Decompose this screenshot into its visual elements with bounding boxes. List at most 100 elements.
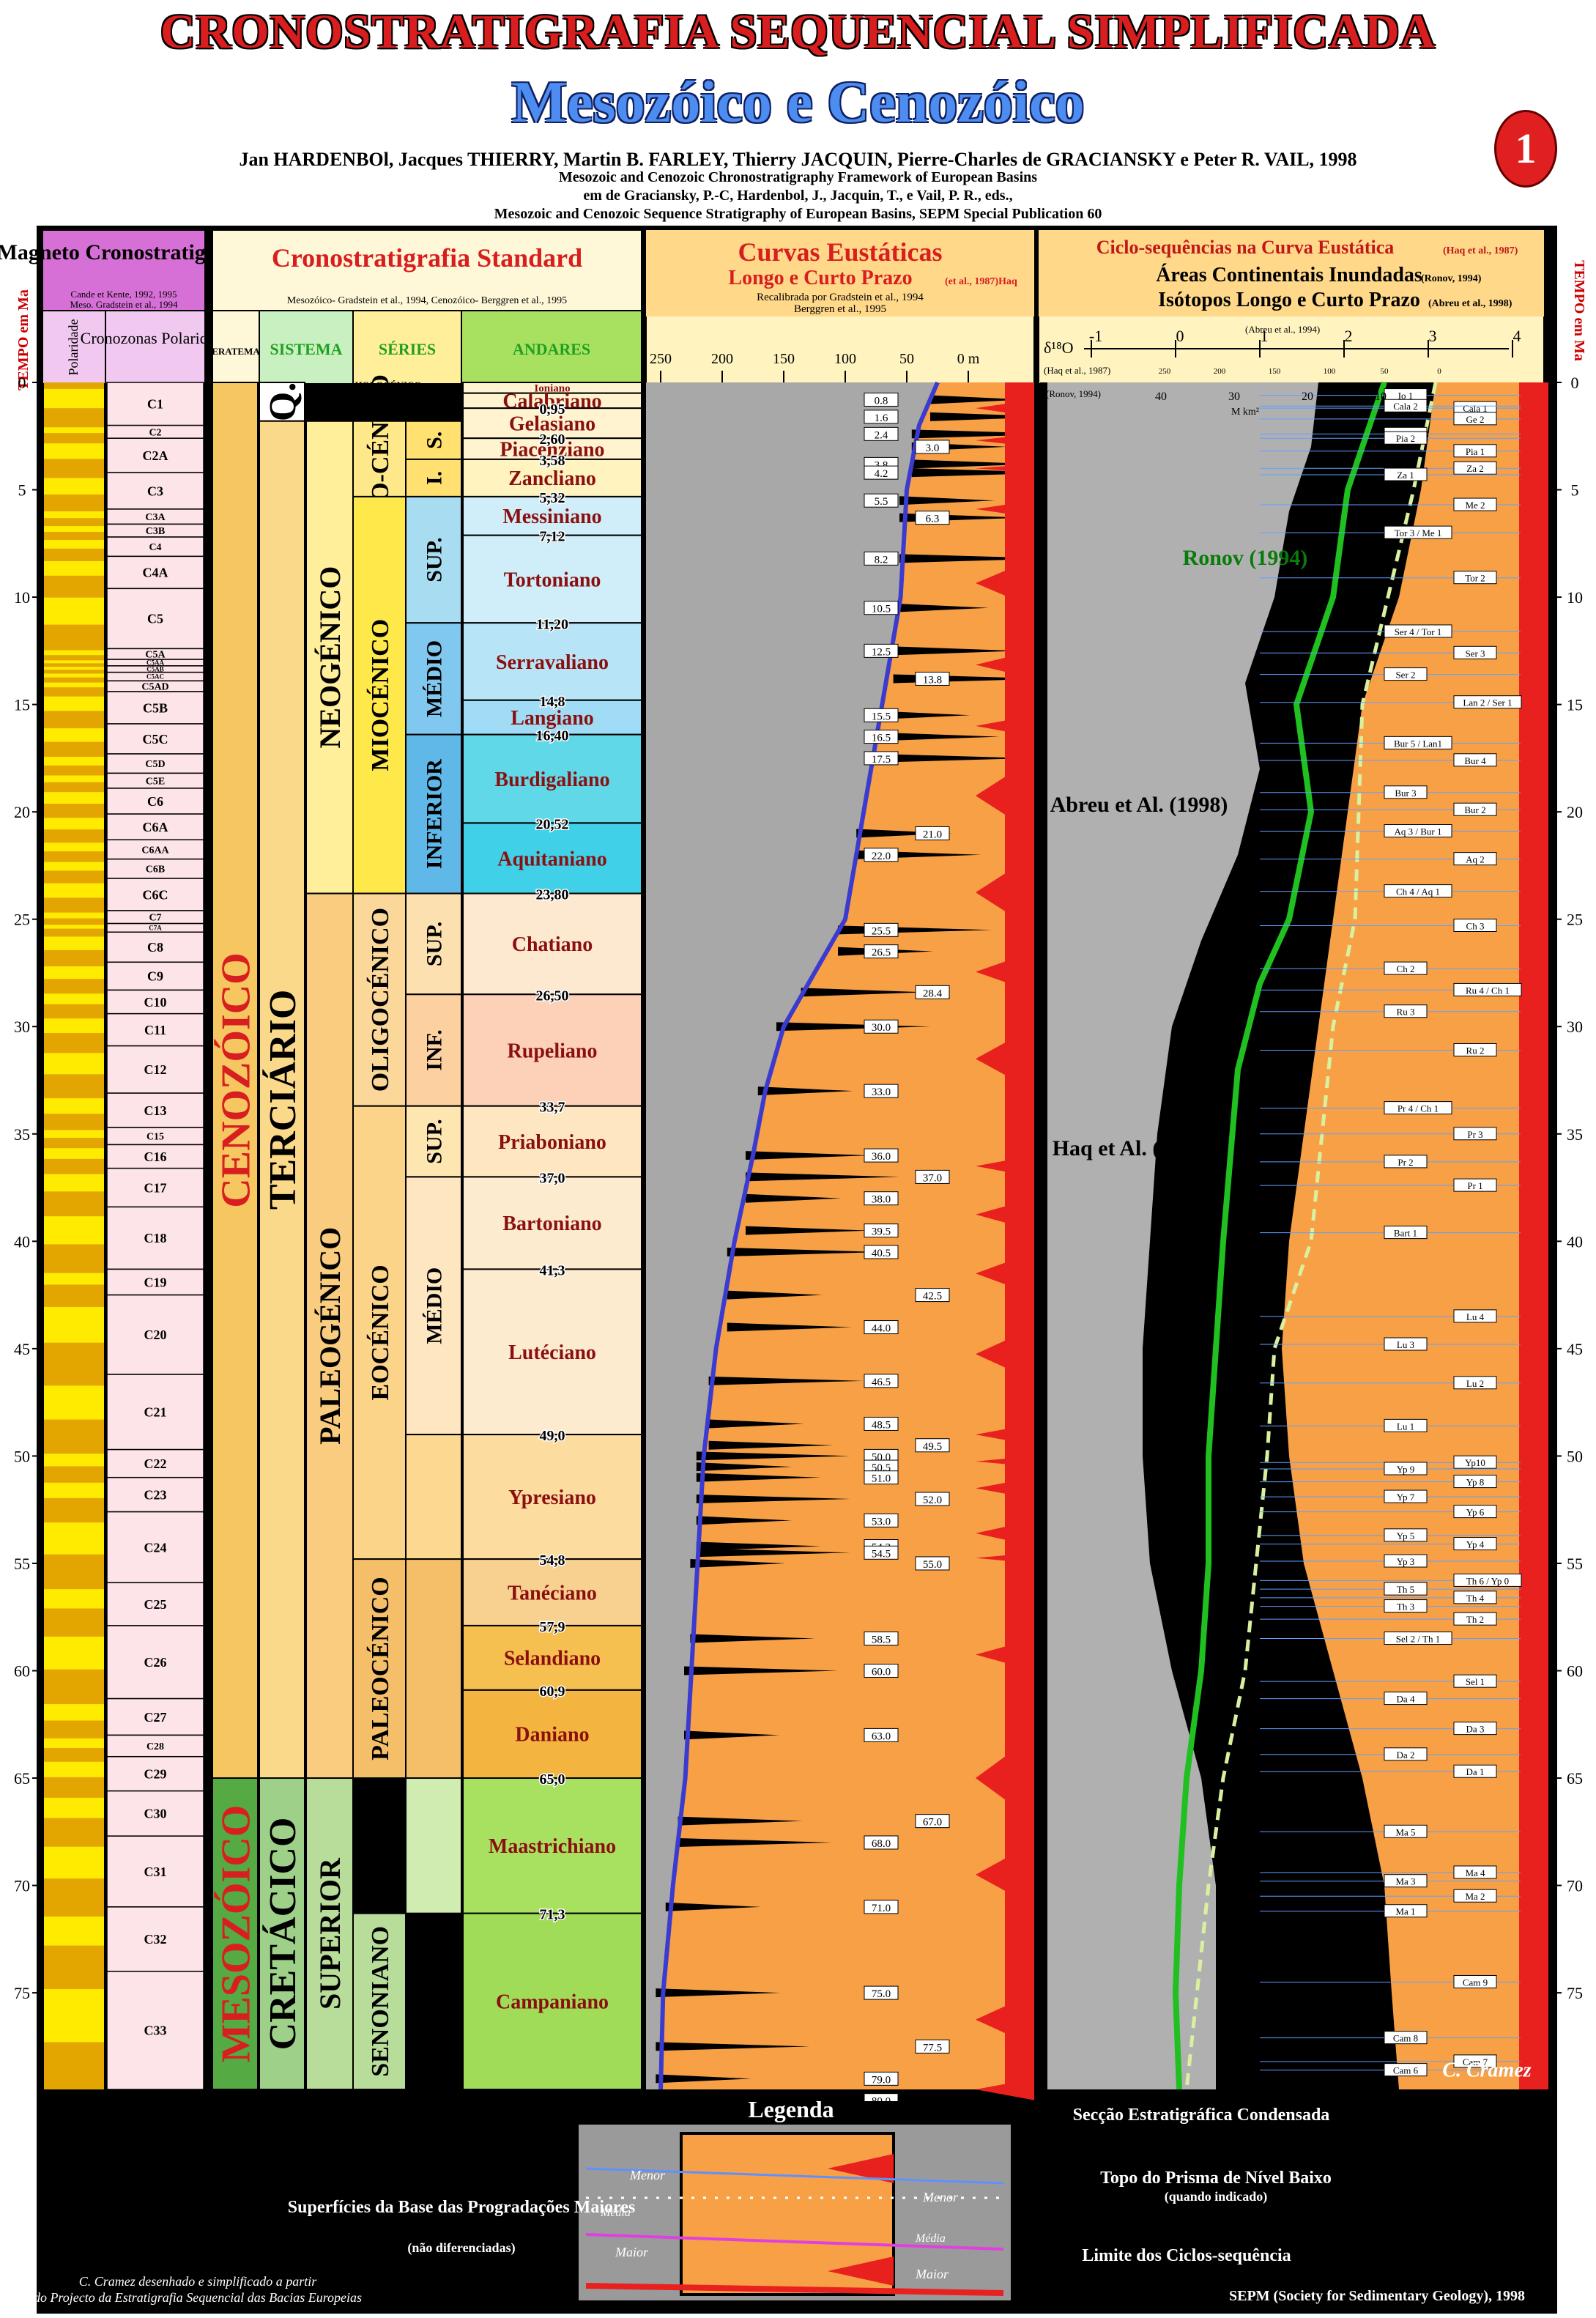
curvas-header-band bbox=[646, 230, 1034, 316]
chron-cell bbox=[106, 1268, 204, 1296]
sequence-label: Ge 2 bbox=[1466, 414, 1485, 425]
chron-label: C19 bbox=[144, 1275, 167, 1289]
isotopos-ref: (Abreu et al., 1998) bbox=[1428, 298, 1513, 309]
eustatic-age-label: 79.0 bbox=[872, 2074, 891, 2086]
sequence-label: Th 5 bbox=[1397, 1584, 1414, 1595]
short-term-spike bbox=[746, 1193, 841, 1203]
andar-band-label: Gelasiano bbox=[509, 412, 595, 435]
chron-label: C3A bbox=[145, 512, 166, 523]
series-header bbox=[352, 310, 462, 385]
short-term-spike bbox=[875, 753, 1029, 763]
legend-maior-right: Maior bbox=[915, 2267, 949, 2281]
eustatic-tick-label: 0 m bbox=[957, 351, 980, 367]
subseries-band-label: SUP. bbox=[423, 1119, 447, 1163]
sequence-box bbox=[1453, 852, 1497, 866]
sistema2-band-label: PALEOGÉNICO bbox=[313, 1227, 346, 1445]
time-tick-label-left: 65 bbox=[14, 1769, 30, 1788]
sequence-box bbox=[1384, 1155, 1428, 1169]
andar-band-label: Zancliano bbox=[508, 467, 596, 490]
ronov-ref-small: (Ronov, 1994) bbox=[1046, 388, 1101, 399]
boundary-age-label: 20,52 bbox=[536, 816, 569, 832]
chron-cell bbox=[106, 1790, 204, 1837]
polarity-normal-band bbox=[44, 1636, 104, 1670]
boundary-age-label: 60,9 bbox=[540, 1684, 565, 1700]
sequence-label: Ru 2 bbox=[1466, 1045, 1485, 1056]
subseries-band bbox=[405, 1777, 462, 1914]
eustatic-age-label: 13.8 bbox=[923, 674, 942, 686]
polarity-normal-band bbox=[44, 775, 104, 782]
andar-band bbox=[462, 892, 642, 996]
eustatic-age-box bbox=[864, 1632, 899, 1646]
chron-label: C25 bbox=[144, 1597, 167, 1612]
eustatic-age-box bbox=[864, 392, 899, 407]
sequence-label: Bur 5 / Lan1 bbox=[1394, 738, 1442, 749]
chron-cell bbox=[106, 878, 204, 911]
haq-tick-label: 100 bbox=[1324, 367, 1336, 376]
eustatic-age-label: 33.0 bbox=[872, 1086, 891, 1098]
curvas-ref-2: Recalibrada por Gradstein et al., 1994 bbox=[757, 292, 924, 303]
chron-cell bbox=[106, 1511, 204, 1584]
andar-band-label: Langiano bbox=[511, 707, 594, 730]
sequence-box bbox=[1453, 1309, 1497, 1323]
legend-superficies: Superfícies da Base das Progradações Mai… bbox=[288, 2198, 635, 2217]
sequence-box bbox=[1453, 1376, 1497, 1390]
sequence-box bbox=[1384, 431, 1428, 445]
eustatic-age-box bbox=[915, 826, 950, 840]
sequence-label: Cam 8 bbox=[1393, 2033, 1418, 2044]
haq-tick-label: 250 bbox=[1159, 367, 1171, 376]
andar-band-label: Ypresiano bbox=[508, 1486, 596, 1509]
sequence-box bbox=[1384, 525, 1452, 539]
sequence-label: Yp10 bbox=[1465, 1457, 1485, 1468]
legend-credit-2: do Projecto da Estratigrafia Sequencial … bbox=[34, 2290, 362, 2305]
eustatic-age-box bbox=[864, 922, 899, 937]
series-band-label: EOCÉNICO bbox=[367, 1264, 394, 1400]
eustatic-age-box bbox=[864, 1148, 899, 1163]
isotope-tick-label: -1 bbox=[1089, 327, 1102, 345]
sequence-box bbox=[1384, 1528, 1428, 1542]
polarity-normal-band bbox=[44, 1704, 104, 1721]
sequence-box bbox=[1453, 1043, 1497, 1056]
time-tick-label-right: 60 bbox=[1567, 1662, 1583, 1680]
short-term-spike bbox=[690, 1634, 815, 1643]
eustatic-age-label: 2.4 bbox=[875, 429, 888, 441]
chron-label: C11 bbox=[144, 1023, 166, 1037]
isotope-tick-label: 0 bbox=[1176, 327, 1184, 345]
polarity-normal-band bbox=[44, 1306, 104, 1343]
polarity-normal-band bbox=[44, 526, 104, 532]
andar-band bbox=[462, 1434, 642, 1560]
polarity-normal-band bbox=[44, 1761, 104, 1777]
short-term-spike bbox=[930, 412, 1055, 421]
series-band bbox=[352, 495, 407, 895]
chron-label: C4 bbox=[149, 542, 161, 553]
polarity-normal-band bbox=[44, 388, 104, 409]
sequence-box bbox=[1384, 1599, 1428, 1613]
subseries-band bbox=[405, 622, 462, 736]
eustatic-age-box bbox=[864, 426, 899, 441]
sequence-box bbox=[1384, 1337, 1428, 1351]
chron-cell bbox=[106, 555, 204, 590]
boundary-age-label: 7,12 bbox=[540, 529, 565, 545]
sequence-box bbox=[1384, 1692, 1428, 1706]
chron-cell bbox=[106, 931, 204, 963]
sequence-box bbox=[1453, 461, 1497, 475]
short-term-spike bbox=[696, 1516, 792, 1525]
sequence-box bbox=[1384, 667, 1428, 681]
sequence-box bbox=[1453, 1764, 1497, 1778]
subseries-band bbox=[405, 458, 462, 497]
eustatic-tick-label: 200 bbox=[711, 351, 733, 367]
sistema2-band bbox=[305, 1777, 354, 2091]
sequence-box bbox=[1384, 1418, 1428, 1432]
eustatic-age-label: 52.0 bbox=[923, 1495, 942, 1506]
polarity-normal-band bbox=[44, 756, 104, 766]
sequence-label: Ma 5 bbox=[1395, 1826, 1415, 1837]
sequence-label: Yp 3 bbox=[1397, 1556, 1414, 1567]
andar-band bbox=[462, 407, 642, 440]
long-term-area bbox=[661, 382, 1034, 2089]
andar-band bbox=[462, 534, 642, 624]
sequence-label: Da 2 bbox=[1397, 1749, 1415, 1760]
chron-label: C5C bbox=[143, 732, 168, 747]
legend-superficies-sub: (não diferenciadas) bbox=[407, 2240, 515, 2256]
sequence-label: Th 3 bbox=[1397, 1602, 1414, 1612]
sistema-band-label: CRETÁCICO bbox=[261, 1818, 304, 2051]
time-tick-label-left: 40 bbox=[14, 1232, 30, 1251]
